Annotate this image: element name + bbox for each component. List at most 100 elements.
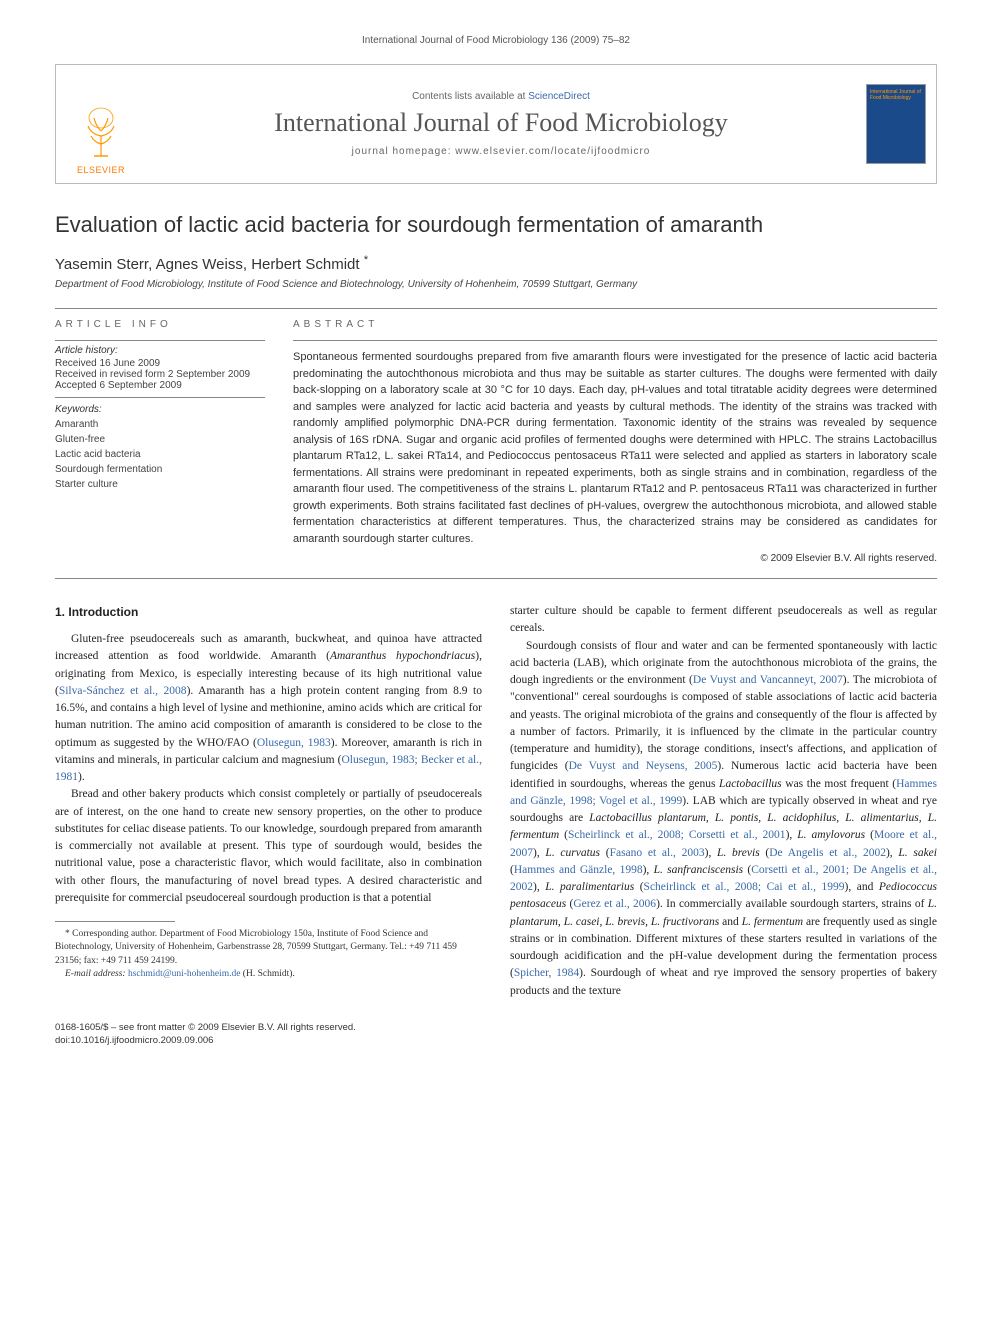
masthead: ELSEVIER Contents lists available at Sci…	[55, 64, 937, 184]
column-right: starter culture should be capable to fer…	[510, 603, 937, 1000]
running-head: International Journal of Food Microbiolo…	[55, 35, 937, 46]
info-rule-1	[55, 340, 265, 341]
species-name: L. curvatus	[545, 847, 600, 859]
keyword: Amaranth	[55, 417, 265, 432]
keywords-label: Keywords:	[55, 404, 265, 415]
citation-link[interactable]: Silva-Sánchez et al., 2008	[59, 685, 187, 697]
journal-name: International Journal of Food Microbiolo…	[274, 108, 727, 138]
keyword: Starter culture	[55, 477, 265, 492]
info-abstract-row: ARTICLE INFO Article history: Received 1…	[55, 309, 937, 578]
history-received: Received 16 June 2009	[55, 358, 265, 369]
abstract-heading: ABSTRACT	[293, 319, 937, 330]
cover-thumbnail-label: International Journal of Food Microbiolo…	[870, 89, 922, 101]
masthead-center: Contents lists available at ScienceDirec…	[146, 65, 856, 183]
text: ),	[643, 864, 654, 876]
contents-list-line: Contents lists available at ScienceDirec…	[412, 91, 590, 102]
email-link[interactable]: hschmidt@uni-hohenheim.de	[128, 969, 240, 979]
paragraph: Gluten-free pseudocereals such as amaran…	[55, 631, 482, 786]
keyword: Sourdough fermentation	[55, 462, 265, 477]
email-who: (H. Schmidt).	[243, 969, 295, 979]
column-left: 1. Introduction Gluten-free pseudocereal…	[55, 603, 482, 1000]
footnote-separator	[55, 921, 175, 922]
text: ),	[533, 881, 545, 893]
text: ),	[705, 847, 717, 859]
homepage-prefix: journal homepage:	[352, 146, 456, 157]
keyword: Lactic acid bacteria	[55, 447, 265, 462]
citation-link[interactable]: De Vuyst and Neysens, 2005	[569, 760, 718, 772]
citation-link[interactable]: Olusegun, 1983	[257, 737, 331, 749]
species-name: Lactobacillus	[719, 778, 782, 790]
elsevier-tree-icon	[76, 106, 126, 161]
species-name: L. sakei	[898, 847, 937, 859]
species-name: L. brevis	[717, 847, 760, 859]
publisher-logo-block: ELSEVIER	[56, 65, 146, 183]
footer-doi-line: doi:10.1016/j.ijfoodmicro.2009.09.006	[55, 1035, 937, 1046]
rule-bottom	[55, 578, 937, 579]
author-list: Yasemin Sterr, Agnes Weiss, Herbert Schm…	[55, 254, 937, 273]
history-revised: Received in revised form 2 September 200…	[55, 369, 265, 380]
article-history: Article history: Received 16 June 2009 R…	[55, 345, 265, 398]
species-name: L. sanfranciscensis	[654, 864, 744, 876]
section-title: Introduction	[68, 605, 138, 619]
history-accepted: Accepted 6 September 2009	[55, 380, 265, 391]
email-label: E-mail address:	[65, 969, 126, 979]
citation-link[interactable]: Fasano et al., 2003	[610, 847, 705, 859]
citation-link[interactable]: Spicher, 1984	[514, 967, 579, 979]
cover-thumbnail: International Journal of Food Microbiolo…	[866, 84, 926, 164]
text: ), and	[845, 881, 879, 893]
paragraph: starter culture should be capable to fer…	[510, 603, 937, 638]
sciencedirect-link[interactable]: ScienceDirect	[528, 91, 590, 102]
text: (	[559, 829, 568, 841]
corresponding-footnote: * Corresponding author. Department of Fo…	[55, 928, 482, 968]
corresponding-mark: *	[364, 254, 368, 266]
authors-text: Yasemin Sterr, Agnes Weiss, Herbert Schm…	[55, 256, 360, 273]
contents-prefix: Contents lists available at	[412, 91, 528, 102]
keyword: Gluten-free	[55, 432, 265, 447]
keywords-list: Amaranth Gluten-free Lactic acid bacteri…	[55, 417, 265, 492]
text: (	[600, 847, 610, 859]
article-title: Evaluation of lactic acid bacteria for s…	[55, 212, 937, 238]
species-name: L. fermentum	[742, 916, 803, 928]
species-name: L. amylovorus	[797, 829, 865, 841]
abstract-copyright: © 2009 Elsevier B.V. All rights reserved…	[293, 553, 937, 564]
species-name: L. paralimentarius	[545, 881, 634, 893]
text: ).	[78, 771, 85, 783]
journal-homepage: journal homepage: www.elsevier.com/locat…	[352, 146, 651, 157]
body-columns: 1. Introduction Gluten-free pseudocereal…	[55, 603, 937, 1000]
citation-link[interactable]: Gerez et al., 2006	[573, 898, 656, 910]
affiliation: Department of Food Microbiology, Institu…	[55, 279, 937, 290]
cover-thumbnail-block: International Journal of Food Microbiolo…	[856, 65, 936, 183]
text: ),	[786, 829, 798, 841]
page: International Journal of Food Microbiolo…	[0, 0, 992, 1076]
citation-link[interactable]: De Vuyst and Vancanneyt, 2007	[693, 674, 843, 686]
homepage-url: www.elsevier.com/locate/ijfoodmicro	[455, 146, 650, 157]
paragraph: Bread and other bakery products which co…	[55, 786, 482, 907]
abstract-rule	[293, 340, 937, 341]
abstract: ABSTRACT Spontaneous fermented sourdough…	[293, 319, 937, 564]
text: and	[719, 916, 741, 928]
text: (	[634, 881, 643, 893]
text: ). In commercially available sourdough s…	[656, 898, 928, 910]
text: (	[760, 847, 770, 859]
text: was the most frequent (	[782, 778, 896, 790]
species-name: Amaranthus hypochondriacus	[330, 650, 475, 662]
section-number: 1.	[55, 605, 65, 619]
email-footnote: E-mail address: hschmidt@uni-hohenheim.d…	[55, 968, 482, 981]
text: (	[865, 829, 874, 841]
article-info-heading: ARTICLE INFO	[55, 319, 265, 330]
paragraph: Sourdough consists of flour and water an…	[510, 638, 937, 1000]
abstract-text: Spontaneous fermented sourdoughs prepare…	[293, 349, 937, 547]
citation-link[interactable]: De Angelis et al., 2002	[769, 847, 886, 859]
citation-link[interactable]: Scheirlinck et al., 2008; Corsetti et al…	[568, 829, 786, 841]
article-info: ARTICLE INFO Article history: Received 1…	[55, 319, 265, 564]
publisher-name: ELSEVIER	[77, 165, 125, 175]
section-heading: 1. Introduction	[55, 603, 482, 621]
footer-issn-line: 0168-1605/$ – see front matter © 2009 El…	[55, 1022, 937, 1033]
citation-link[interactable]: Scheirlinck et al., 2008; Cai et al., 19…	[644, 881, 845, 893]
citation-link[interactable]: Hammes and Gänzle, 1998	[514, 864, 643, 876]
keywords-block: Keywords: Amaranth Gluten-free Lactic ac…	[55, 404, 265, 492]
text: ),	[886, 847, 898, 859]
history-label: Article history:	[55, 345, 265, 356]
text: ),	[533, 847, 545, 859]
text: ). The microbiota of "conventional" cere…	[510, 674, 937, 772]
